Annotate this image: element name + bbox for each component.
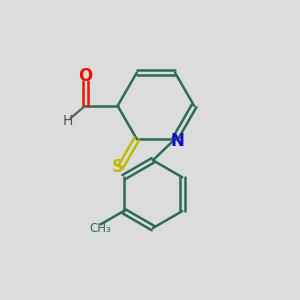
Text: N: N [170, 132, 184, 150]
Text: S: S [112, 158, 124, 176]
Text: CH₃: CH₃ [90, 222, 112, 235]
Text: O: O [78, 67, 92, 85]
Text: H: H [62, 114, 73, 128]
